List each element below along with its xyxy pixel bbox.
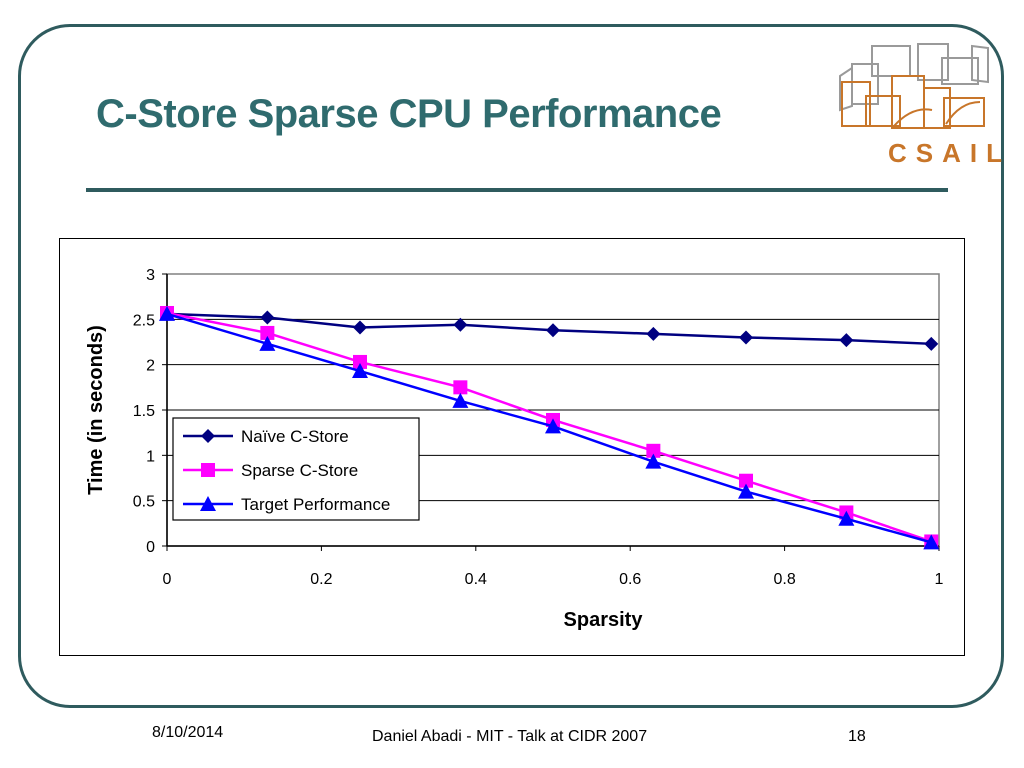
y-tick-label: 2 <box>146 358 155 375</box>
data-point <box>159 305 175 321</box>
legend-marker <box>201 463 215 477</box>
slide-frame <box>18 24 1004 708</box>
data-point <box>453 380 468 395</box>
data-point <box>352 363 368 379</box>
legend-label: Naïve C-Store <box>241 427 349 446</box>
y-tick-label: 0.5 <box>133 494 155 511</box>
x-tick-label: 1 <box>935 571 944 588</box>
logo-text: CSAIL <box>888 138 1011 168</box>
data-point <box>453 317 468 332</box>
legend-label: Sparse C-Store <box>241 461 358 480</box>
data-point <box>452 392 469 408</box>
title-divider <box>86 188 948 192</box>
footer-presenter: Daniel Abadi - MIT - Talk at CIDR 2007 <box>372 728 648 745</box>
data-point <box>739 473 753 488</box>
y-axis-label: Time (in seconds) <box>85 325 107 495</box>
legend-marker <box>201 429 215 443</box>
legend-label: Target Performance <box>241 495 390 514</box>
data-point <box>739 330 753 345</box>
legend-marker <box>200 496 216 511</box>
y-tick-label: 1.5 <box>133 403 155 420</box>
data-point <box>353 354 367 369</box>
data-point <box>839 333 854 348</box>
data-point <box>546 323 560 338</box>
slide-title: C-Store Sparse CPU Performance <box>96 92 722 136</box>
data-point <box>353 320 367 335</box>
data-point <box>838 510 855 526</box>
csail-logo-icon <box>839 43 989 129</box>
x-tick-label: 0.6 <box>619 571 641 588</box>
data-point <box>646 326 661 341</box>
data-point <box>738 483 754 499</box>
y-tick-label: 1 <box>146 448 155 465</box>
x-tick-label: 0.4 <box>465 571 487 588</box>
data-point <box>923 534 940 550</box>
data-point <box>924 336 939 351</box>
data-point <box>259 335 276 351</box>
y-tick-label: 3 <box>146 267 155 284</box>
y-tick-label: 0 <box>146 539 155 556</box>
data-point <box>645 453 662 469</box>
x-tick-label: 0.8 <box>773 571 795 588</box>
x-axis-label: Sparsity <box>564 609 644 631</box>
page-number: 18 <box>848 728 866 745</box>
data-point <box>260 325 275 340</box>
x-tick-label: 0.2 <box>310 571 332 588</box>
data-point <box>545 418 561 434</box>
line-chart: 0 0.5 1 1.5 2 2.5 3 0 0.2 0.4 0.6 0.8 1 Sparsity Time … <box>85 267 944 631</box>
data-point <box>260 310 275 325</box>
x-tick-label: 0 <box>163 571 172 588</box>
footer-date: 8/10/2014 <box>152 724 224 741</box>
y-tick-label: 2.5 <box>133 312 155 329</box>
data-point <box>646 443 661 458</box>
